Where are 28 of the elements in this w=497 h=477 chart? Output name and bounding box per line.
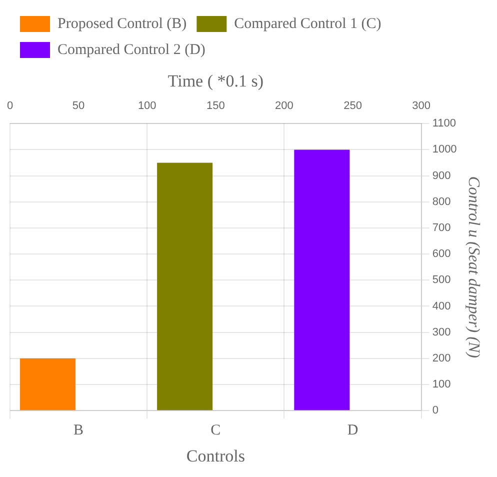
y-tick-label: 700 xyxy=(432,222,451,234)
x2-tick-label: 300 xyxy=(412,100,431,112)
y-tick-label: 400 xyxy=(432,300,451,312)
x2-tick-label: 0 xyxy=(6,100,14,112)
y-tick-label: 1000 xyxy=(432,144,457,156)
x-tick-label: D xyxy=(347,422,358,439)
x-tick-label: C xyxy=(210,422,221,439)
x2-tick-label: 250 xyxy=(344,100,362,112)
x2-tick-label: 50 xyxy=(72,100,85,112)
y-tick-label: 300 xyxy=(432,326,451,338)
y-tick-label: 600 xyxy=(432,248,451,260)
legend-label: Compared Control 2 (D) xyxy=(58,42,206,58)
x2-axis-title: Time ( *0.1 s) xyxy=(168,72,264,91)
y-tick-label: 1100 xyxy=(432,118,456,130)
x2-tick-label: 200 xyxy=(275,100,294,112)
y-axis-title: Control u (Seat damper) (N) xyxy=(465,176,482,358)
y-tick-label: 500 xyxy=(432,274,451,286)
x2-tick-label: 100 xyxy=(138,100,156,112)
y-tick-label: 100 xyxy=(432,378,451,391)
y-tick-label: 200 xyxy=(432,352,451,364)
legend-label: Proposed Control (B) xyxy=(58,16,187,32)
y-tick-label: 0 xyxy=(432,404,438,417)
x-axis-title: Controls xyxy=(186,446,245,466)
x2-tick-label: 150 xyxy=(206,100,225,112)
x-tick-label: B xyxy=(74,422,84,439)
legend-label: Compared Control 1 (C) xyxy=(234,16,382,32)
y-tick-label: 900 xyxy=(432,170,451,182)
y-tick-label: 800 xyxy=(432,196,451,208)
